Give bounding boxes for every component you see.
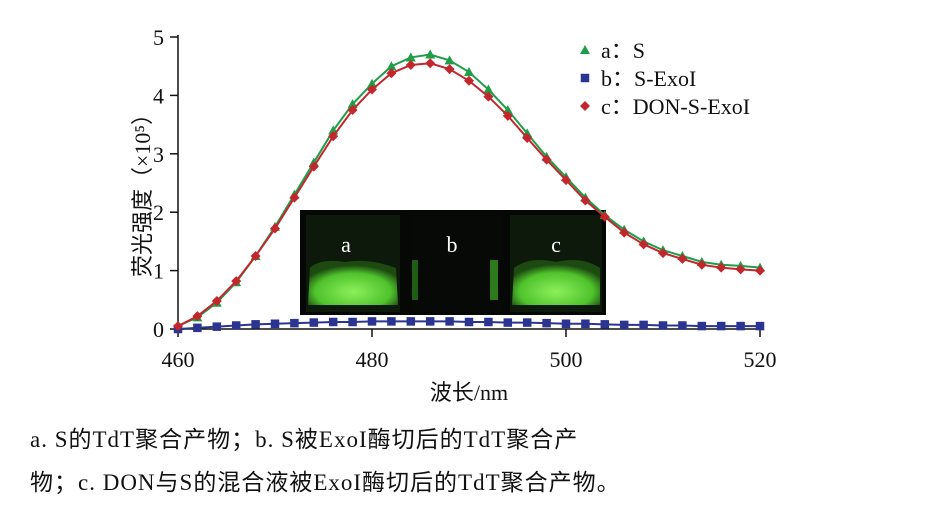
marker [561,175,571,186]
marker [406,317,416,326]
marker [250,251,261,261]
marker [755,265,765,276]
y-tick-label: 5 [153,25,164,50]
marker [212,322,222,331]
marker [639,320,648,330]
marker [561,319,571,328]
legend-label: b：S-ExoI [601,66,696,91]
marker [542,318,551,328]
y-axis-label: 荧光强度（×10⁵） [130,103,155,277]
marker [658,248,668,259]
inset-label: a [341,232,351,257]
marker [445,317,454,326]
marker [483,91,494,102]
marker [619,227,630,238]
marker [464,317,474,327]
marker [464,67,474,77]
legend-marker [580,45,590,54]
marker [483,84,494,94]
marker [678,321,687,330]
marker [735,264,746,275]
marker [444,64,455,75]
legend-marker [580,73,590,83]
marker [736,321,745,331]
marker [600,320,610,329]
marker [367,84,377,95]
marker [193,323,202,333]
marker [347,105,358,115]
marker [251,320,260,329]
marker [386,61,397,71]
legend-label: c：DON-S-ExoI [601,94,750,119]
y-tick-label: 3 [153,142,164,167]
marker [348,317,357,327]
marker [716,321,726,331]
marker [328,317,338,327]
marker [444,55,455,65]
marker [484,317,493,327]
marker [173,321,183,332]
marker [464,75,474,86]
marker [211,295,222,306]
marker [347,99,358,109]
inset-label: c [551,232,561,257]
marker [289,192,300,203]
x-tick-label: 500 [550,347,583,372]
inset-photo [300,210,606,315]
marker [309,318,319,327]
inset-label: b [447,232,458,257]
marker [522,318,532,327]
caption-line: 物；c. DON与S的混合液被ExoI酶切后的TdT聚合产物。 [30,470,621,495]
marker [755,321,765,331]
marker [192,311,203,322]
marker [425,317,435,326]
marker [502,105,513,114]
marker [425,58,436,69]
marker [716,262,727,273]
marker [308,161,319,172]
marker [270,223,280,234]
marker [677,253,688,264]
marker [502,110,513,121]
x-axis-label: 波长/nm [430,380,508,405]
y-tick-label: 0 [153,317,164,342]
y-tick-label: 1 [153,259,164,284]
marker [270,319,280,328]
marker [231,321,241,330]
marker [328,131,339,142]
x-tick-label: 520 [744,347,777,372]
marker [580,195,591,206]
marker [405,60,416,71]
caption-line: a. S的TdT聚合产物；b. S被ExoI酶切后的TdT聚合产 [30,427,578,452]
legend-label: a：S [601,38,645,63]
marker [619,320,629,330]
marker [697,321,707,331]
legend-marker [580,101,590,111]
marker [522,133,533,144]
marker [367,78,377,88]
marker [425,49,436,59]
marker [599,211,610,222]
marker [231,276,242,287]
marker [503,318,513,327]
marker [541,154,552,165]
marker [405,52,416,62]
marker [387,317,396,326]
marker [638,239,649,250]
y-tick-label: 4 [153,83,164,108]
x-tick-label: 480 [356,347,389,372]
marker [658,321,668,330]
marker [696,259,707,270]
marker [290,318,299,328]
y-tick-label: 2 [153,200,164,225]
x-tick-label: 460 [162,347,195,372]
marker [386,68,397,79]
marker [367,317,377,326]
marker [581,319,590,328]
